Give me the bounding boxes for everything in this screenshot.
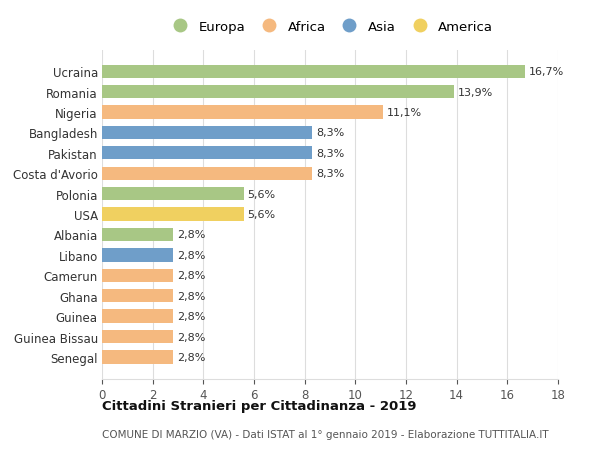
Text: 8,3%: 8,3% xyxy=(316,169,344,179)
Text: 8,3%: 8,3% xyxy=(316,128,344,138)
Text: 5,6%: 5,6% xyxy=(248,189,276,199)
Text: Cittadini Stranieri per Cittadinanza - 2019: Cittadini Stranieri per Cittadinanza - 2… xyxy=(102,399,416,412)
Legend: Europa, Africa, Asia, America: Europa, Africa, Asia, America xyxy=(167,21,493,34)
Bar xyxy=(102,106,383,119)
Bar xyxy=(102,290,173,302)
Bar xyxy=(102,310,173,323)
Bar xyxy=(102,228,173,241)
Text: COMUNE DI MARZIO (VA) - Dati ISTAT al 1° gennaio 2019 - Elaborazione TUTTITALIA.: COMUNE DI MARZIO (VA) - Dati ISTAT al 1°… xyxy=(102,429,548,439)
Bar xyxy=(102,351,173,364)
Text: 5,6%: 5,6% xyxy=(248,210,276,219)
Bar xyxy=(102,65,525,78)
Bar xyxy=(102,269,173,282)
Bar xyxy=(102,330,173,343)
Text: 2,8%: 2,8% xyxy=(177,271,205,280)
Bar xyxy=(102,147,312,160)
Text: 2,8%: 2,8% xyxy=(177,230,205,240)
Bar xyxy=(102,86,454,99)
Bar xyxy=(102,127,312,140)
Bar xyxy=(102,167,312,180)
Text: 2,8%: 2,8% xyxy=(177,250,205,260)
Text: 8,3%: 8,3% xyxy=(316,149,344,158)
Text: 2,8%: 2,8% xyxy=(177,291,205,301)
Text: 16,7%: 16,7% xyxy=(529,67,564,77)
Bar xyxy=(102,249,173,262)
Text: 2,8%: 2,8% xyxy=(177,311,205,321)
Text: 2,8%: 2,8% xyxy=(177,352,205,362)
Text: 2,8%: 2,8% xyxy=(177,332,205,342)
Text: 11,1%: 11,1% xyxy=(387,108,422,118)
Bar xyxy=(102,188,244,201)
Bar xyxy=(102,208,244,221)
Text: 13,9%: 13,9% xyxy=(458,87,493,97)
